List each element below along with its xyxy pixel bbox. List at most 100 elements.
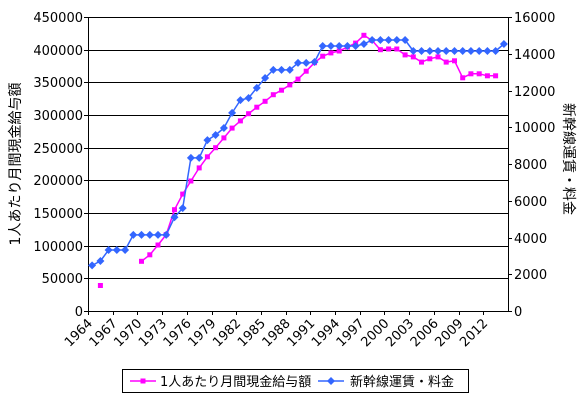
- data-point-series-2: [121, 246, 130, 254]
- data-point-series-2: [261, 74, 270, 82]
- y-left-tick-label: 50000: [42, 272, 83, 287]
- legend-square-marker-icon: [140, 378, 146, 384]
- data-point-series-1: [147, 252, 153, 258]
- data-point-series-2: [401, 36, 410, 44]
- data-point-series-2: [434, 47, 442, 55]
- y-right-tick-label: 16000: [514, 11, 555, 26]
- data-point-series-2: [203, 136, 212, 145]
- data-point-series-2: [244, 94, 253, 102]
- y-right-tick-label: 8000: [514, 158, 547, 173]
- data-point-series-2: [450, 47, 459, 55]
- data-point-series-1: [172, 207, 177, 213]
- data-point-series-2: [186, 153, 195, 162]
- data-point-series-2: [129, 230, 138, 239]
- y-left-tick-label: 0: [75, 305, 83, 320]
- data-point-series-1: [394, 46, 400, 52]
- data-point-series-2: [112, 246, 121, 254]
- data-point-series-2: [384, 36, 393, 44]
- data-point-series-2: [359, 40, 368, 48]
- plot-series: [88, 32, 508, 288]
- legend-box: [122, 369, 469, 393]
- data-point-series-2: [458, 47, 467, 55]
- data-point-series-2: [343, 42, 352, 50]
- data-point-series-1: [254, 104, 260, 110]
- data-point-series-1: [336, 48, 342, 54]
- y-right-tick-label: 4000: [514, 232, 547, 247]
- data-point-series-1: [493, 73, 499, 79]
- data-point-series-1: [155, 242, 161, 248]
- data-point-series-1: [213, 145, 219, 151]
- data-point-series-1: [419, 59, 424, 65]
- data-point-series-1: [443, 59, 449, 65]
- data-point-series-2: [236, 96, 245, 105]
- data-point-series-2: [145, 230, 154, 239]
- data-point-series-2: [88, 261, 97, 270]
- data-point-series-1: [139, 258, 144, 264]
- data-point-series-1: [303, 68, 309, 74]
- data-point-series-2: [376, 36, 385, 44]
- y-right-tick-label: 14000: [514, 48, 555, 63]
- data-point-series-2: [499, 40, 508, 48]
- data-point-series-1: [361, 32, 367, 38]
- data-point-series-2: [228, 108, 237, 117]
- data-point-series-1: [270, 92, 276, 98]
- data-point-series-1: [246, 111, 252, 117]
- y-axis-right-title: 新幹線運賃・料金: [560, 103, 577, 215]
- legend-label-fare: 新幹線運賃・料金: [350, 374, 454, 390]
- data-point-series-2: [211, 131, 220, 139]
- data-point-series-2: [318, 42, 327, 50]
- data-point-series-1: [295, 76, 301, 82]
- data-point-series-1: [221, 135, 227, 141]
- data-point-series-2: [252, 83, 261, 92]
- data-point-series-1: [410, 54, 416, 60]
- data-point-series-1: [427, 56, 433, 62]
- data-point-series-1: [188, 178, 194, 184]
- y-left-tick-label: 400000: [33, 44, 83, 59]
- data-point-series-2: [326, 42, 335, 50]
- data-point-series-1: [328, 50, 334, 56]
- data-point-series-1: [287, 82, 293, 88]
- data-point-series-1: [196, 165, 202, 171]
- data-point-series-2: [219, 124, 228, 132]
- data-point-series-2: [269, 65, 278, 74]
- data-point-series-1: [229, 125, 235, 131]
- y-left-tick-label: 450000: [33, 11, 83, 26]
- data-point-series-2: [96, 257, 105, 265]
- data-point-series-2: [417, 47, 426, 55]
- y-left-tick-label: 300000: [33, 109, 83, 124]
- legend-label-salary: 1人あたり月間現金給与額: [160, 374, 311, 390]
- data-point-series-1: [97, 283, 103, 288]
- data-point-series-2: [466, 47, 475, 55]
- y-left-tick-label: 250000: [33, 142, 83, 157]
- data-point-series-1: [386, 46, 392, 52]
- y-right-tick-label: 6000: [514, 195, 547, 210]
- data-point-series-2: [170, 213, 179, 222]
- data-point-series-2: [475, 47, 484, 55]
- legend: 1人あたり月間現金給与額 新幹線運賃・料金: [122, 369, 469, 393]
- data-point-series-2: [162, 230, 171, 239]
- data-point-series-1: [460, 75, 466, 81]
- data-point-series-1: [180, 191, 186, 197]
- y-left-tick-label: 100000: [33, 240, 83, 255]
- data-point-series-1: [435, 54, 441, 60]
- data-point-series-2: [392, 36, 401, 44]
- y-right-tick-label: 12000: [514, 85, 555, 100]
- data-point-series-2: [285, 65, 294, 74]
- data-point-series-2: [277, 65, 286, 74]
- data-point-series-1: [237, 118, 243, 124]
- y-left-tick-label: 200000: [33, 174, 83, 189]
- data-point-series-2: [483, 47, 492, 55]
- data-point-series-2: [104, 246, 113, 254]
- data-point-series-2: [351, 42, 360, 50]
- data-point-series-2: [310, 58, 319, 66]
- data-point-series-1: [402, 52, 408, 58]
- data-point-series-2: [409, 47, 418, 55]
- data-point-series-1: [204, 154, 210, 160]
- y-left-tick-label: 350000: [33, 76, 83, 91]
- y-axis-left-title: 1人あたり月間現金給与額: [8, 83, 24, 246]
- line-series-2: [88, 36, 508, 270]
- data-point-series-1: [262, 98, 268, 104]
- data-point-series-1: [279, 87, 284, 93]
- y-left-tick-label: 150000: [33, 207, 83, 222]
